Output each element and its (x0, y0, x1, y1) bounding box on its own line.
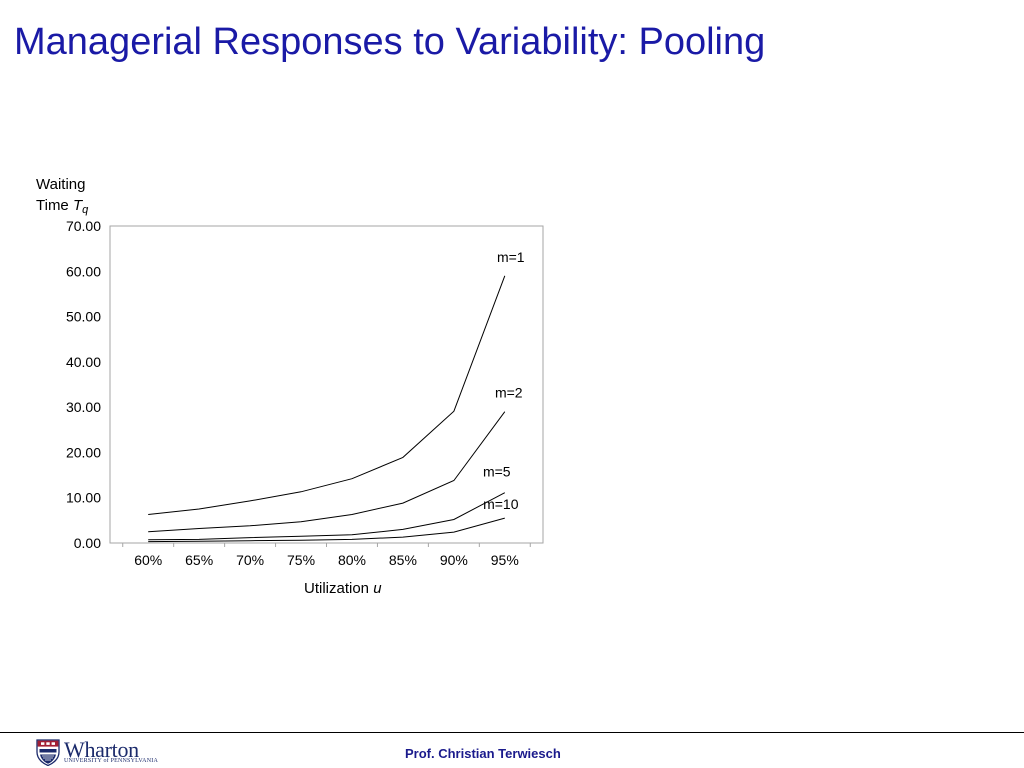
x-tick-label: 60% (134, 552, 162, 568)
y-axis-title-line1: Waiting (36, 176, 86, 193)
x-tick-label: 85% (389, 552, 417, 568)
y-tick-label: 70.00 (66, 218, 101, 234)
x-axis: 60% 65% 70% 75% 80% 85% 90% 95% (122, 543, 531, 568)
x-tick-label: 70% (236, 552, 264, 568)
series-label: m=10 (483, 496, 519, 512)
slide-title: Managerial Responses to Variability: Poo… (14, 21, 766, 63)
x-tick-label: 80% (338, 552, 366, 568)
y-tick-label: 40.00 (66, 354, 101, 370)
plot-area-frame (109, 225, 544, 544)
x-axis-title: Utilization u (304, 580, 382, 597)
series-line-m2 (148, 411, 506, 533)
y-tick-label: 0.00 (74, 535, 101, 551)
y-tick-label: 60.00 (66, 263, 101, 279)
y-axis-symbol: T (72, 197, 83, 214)
x-tick-label: 75% (287, 552, 315, 568)
logo-subtitle: UNIVERSITY of PENNSYLVANIA (64, 758, 158, 764)
series-line-m1 (148, 275, 506, 515)
x-tick-label: 95% (491, 552, 519, 568)
series-line-m10 (148, 517, 505, 543)
y-axis-title-line2: Time Tq (36, 195, 88, 221)
y-axis: 0.00 10.00 20.00 30.00 40.00 50.00 60.00 70.00 (66, 218, 101, 551)
series-label: m=2 (495, 385, 523, 401)
x-tick-label: 65% (185, 552, 213, 568)
series-label: m=5 (483, 464, 511, 480)
x-axis-title-prefix: Utilization (304, 580, 374, 597)
y-tick-label: 10.00 (66, 490, 101, 506)
footer-author: Prof. Christian Terwiesch (405, 746, 561, 761)
penn-shield-icon (36, 739, 60, 766)
series-label: m=1 (497, 249, 525, 265)
y-axis-title: Waiting Time Tq (36, 174, 88, 221)
footer-divider (0, 732, 1024, 733)
x-axis-symbol: u (373, 580, 382, 597)
wharton-logo: Wharton UNIVERSITY of PENNSYLVANIA (36, 737, 166, 767)
logo-wordmark: Wharton (64, 737, 139, 762)
y-tick-label: 30.00 (66, 399, 101, 415)
x-tick-label: 90% (440, 552, 468, 568)
series-group: m=1 m=2 m=5 m=10 (148, 249, 525, 543)
series-line-m5 (148, 492, 506, 541)
y-axis-subscript: q (82, 204, 89, 216)
y-axis-title-prefix: Time (36, 197, 73, 214)
y-tick-label: 50.00 (66, 309, 101, 325)
y-tick-label: 20.00 (66, 444, 101, 460)
